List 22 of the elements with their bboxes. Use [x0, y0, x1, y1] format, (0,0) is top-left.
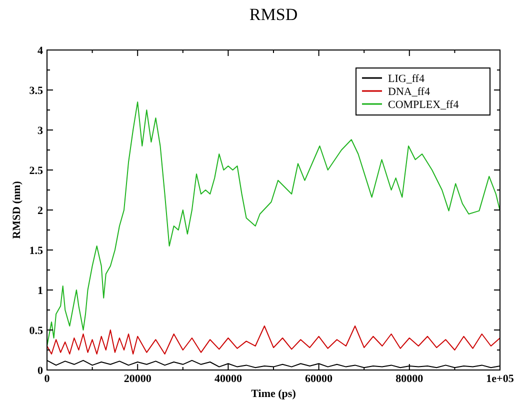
- legend-label: LIG_ff4: [388, 73, 425, 85]
- x-tick-label: 80000: [396, 373, 424, 385]
- x-tick-label: 40000: [214, 373, 242, 385]
- y-tick-label: 3: [38, 125, 44, 137]
- x-axis-title: Time (ps): [251, 388, 296, 400]
- x-tick-label: 20000: [124, 373, 152, 385]
- line-series: [46, 326, 500, 354]
- legend-label: COMPLEX_ff4: [388, 99, 460, 111]
- legend-label: DNA_ff4: [388, 86, 430, 98]
- chart-title: RMSD: [249, 5, 298, 24]
- y-tick-label: 1: [38, 285, 43, 297]
- x-tick-label: 60000: [305, 373, 334, 385]
- line-series: [46, 102, 500, 346]
- y-tick-label: 1.5: [29, 245, 44, 257]
- y-tick-label: 0: [38, 365, 44, 377]
- y-tick-label: 2: [38, 205, 44, 217]
- x-tick-label: 1e+05: [486, 373, 514, 385]
- y-tick-label: 0.5: [29, 325, 44, 337]
- y-tick-label: 3.5: [29, 85, 44, 97]
- y-tick-label: 2.5: [29, 165, 44, 177]
- y-axis-title: RMSD (nm): [11, 180, 23, 239]
- y-tick-label: 4: [38, 45, 44, 57]
